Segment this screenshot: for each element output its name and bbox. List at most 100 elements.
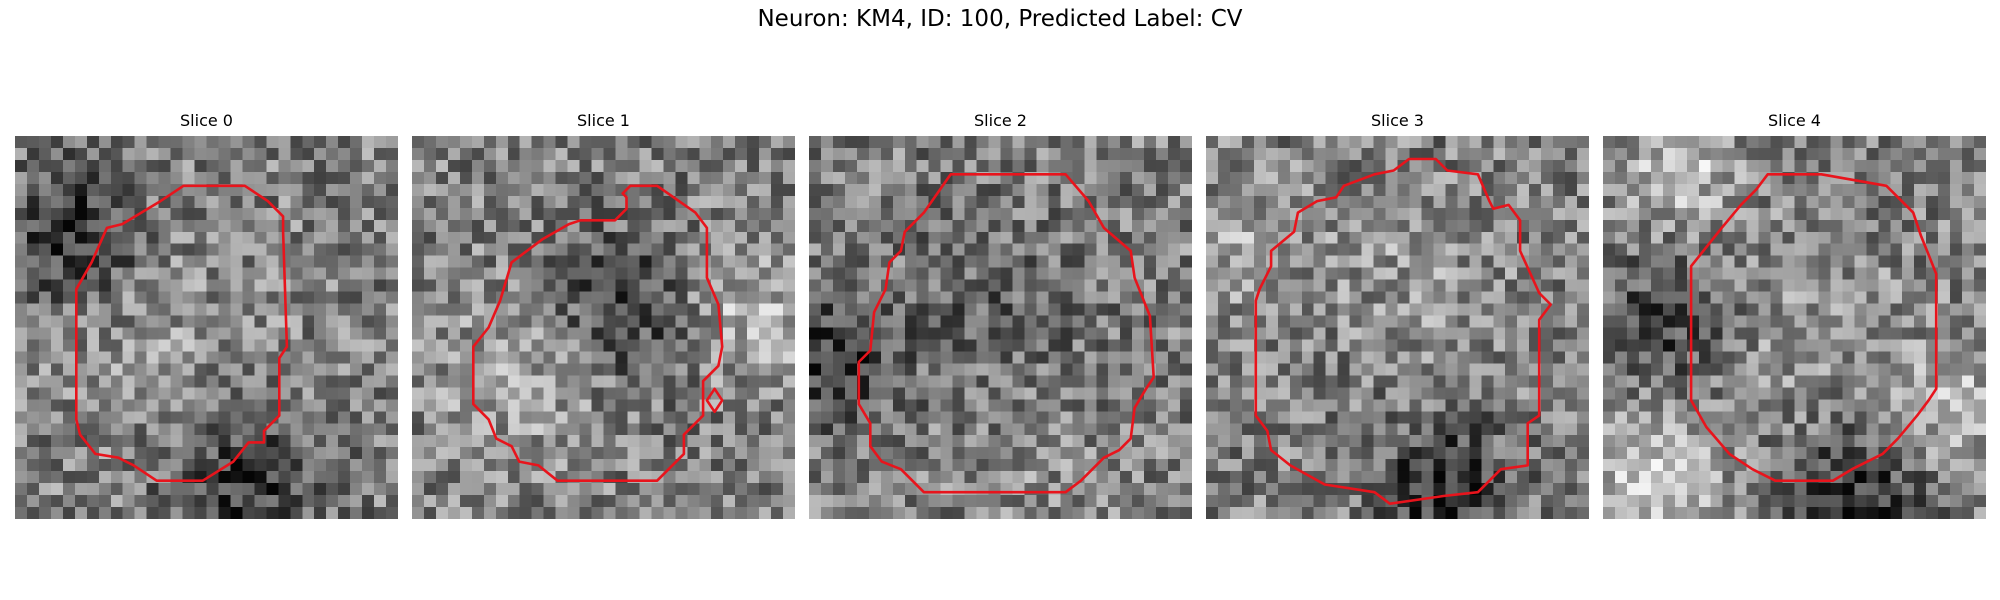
pixel-cell (1206, 231, 1219, 245)
pixel-cell (1614, 159, 1628, 173)
pixel-cell (194, 255, 208, 269)
pixel-cell (856, 327, 870, 341)
pixel-cell (928, 303, 942, 317)
pixel-cell (230, 219, 244, 233)
pixel-cell (603, 507, 617, 519)
pixel-cell (1397, 195, 1411, 209)
pixel-cell (1806, 411, 1820, 424)
pixel-cell (1962, 183, 1975, 197)
pixel-cell (1096, 411, 1109, 424)
pixel-cell (1373, 303, 1387, 317)
pixel-cell (98, 207, 112, 221)
pixel-cell (1758, 291, 1772, 305)
pixel-cell (1156, 255, 1169, 269)
pixel-cell (1541, 279, 1554, 293)
pixel-cell (495, 147, 509, 161)
pixel-cell (1108, 159, 1121, 173)
pixel-cell (362, 339, 375, 353)
pixel-cell (1481, 483, 1494, 496)
pixel-cell (1782, 267, 1796, 281)
pixel-cell (1962, 351, 1975, 365)
pixel-cell (723, 339, 736, 353)
pixel-cell (50, 279, 64, 293)
pixel-cell (38, 255, 52, 269)
pixel-cell (1253, 219, 1267, 233)
pixel-cell (1277, 399, 1291, 412)
pixel-cell (1603, 339, 1616, 353)
pixel-cell (1565, 207, 1578, 221)
pixel-cell (1385, 219, 1399, 233)
pixel-cell (1217, 291, 1231, 305)
pixel-cell (783, 507, 795, 519)
pixel-cell (1132, 375, 1145, 388)
pixel-cell (471, 171, 485, 185)
pixel-cell (856, 207, 870, 221)
pixel-cell (350, 255, 363, 269)
pixel-cell (1120, 327, 1133, 341)
pixel-cell (1108, 399, 1121, 412)
pixel-cell (519, 147, 533, 161)
pixel-cell (170, 339, 184, 353)
pixel-cell (1397, 279, 1411, 293)
pixel-cell (98, 195, 112, 209)
pixel-cell (1457, 339, 1470, 353)
pixel-cell (134, 279, 148, 293)
pixel-cell (1541, 447, 1554, 460)
pixel-cell (1253, 183, 1267, 197)
pixel-cell (158, 219, 172, 233)
pixel-cell (1734, 447, 1748, 460)
pixel-cell (1144, 399, 1157, 412)
pixel-cell (1301, 159, 1315, 173)
pixel-cell (1770, 327, 1784, 341)
pixel-cell (15, 171, 28, 185)
pixel-cell (74, 411, 88, 424)
pixel-cell (627, 363, 641, 376)
pixel-cell (1180, 507, 1192, 519)
pixel-cell (1469, 327, 1482, 341)
pixel-cell (1060, 411, 1073, 424)
pixel-cell (651, 399, 664, 412)
pixel-cell (687, 195, 700, 209)
pixel-cell (771, 399, 784, 412)
pixel-cell (38, 435, 52, 448)
slice-title: Slice 0 (180, 111, 233, 130)
pixel-cell (687, 351, 700, 365)
pixel-cell (1156, 147, 1169, 161)
pixel-cell (158, 483, 172, 496)
pixel-cell (1842, 159, 1855, 173)
pixel-cell (1854, 447, 1867, 460)
pixel-cell (1770, 195, 1784, 209)
pixel-cell (1758, 147, 1772, 161)
pixel-cell (122, 411, 136, 424)
pixel-cell (218, 279, 232, 293)
pixel-cell (350, 279, 363, 293)
pixel-cell (447, 411, 461, 424)
pixel-cell (880, 447, 894, 460)
pixel-cell (1974, 267, 1986, 281)
pixel-cell (1734, 387, 1748, 400)
pixel-cell (1469, 207, 1482, 221)
pixel-cell (1469, 459, 1482, 472)
pixel-cell (1638, 315, 1652, 329)
pixel-grid (412, 136, 795, 519)
pixel-cell (759, 267, 772, 281)
pixel-cell (447, 231, 461, 245)
pixel-cell (1048, 279, 1061, 293)
pixel-cell (314, 399, 327, 412)
pixel-cell (495, 159, 509, 173)
pixel-cell (1132, 459, 1145, 472)
pixel-cell (386, 183, 398, 197)
pixel-cell (783, 423, 795, 436)
pixel-cell (435, 327, 449, 341)
pixel-cell (1072, 267, 1085, 281)
pixel-cell (170, 387, 184, 400)
pixel-cell (988, 351, 1002, 365)
pixel-cell (1603, 207, 1616, 221)
pixel-cell (555, 136, 569, 149)
pixel-cell (62, 243, 76, 257)
pixel-cell (1325, 327, 1339, 341)
pixel-cell (1096, 507, 1109, 519)
pixel-cell (567, 423, 581, 436)
pixel-cell (1830, 255, 1843, 269)
pixel-cell (892, 303, 906, 317)
